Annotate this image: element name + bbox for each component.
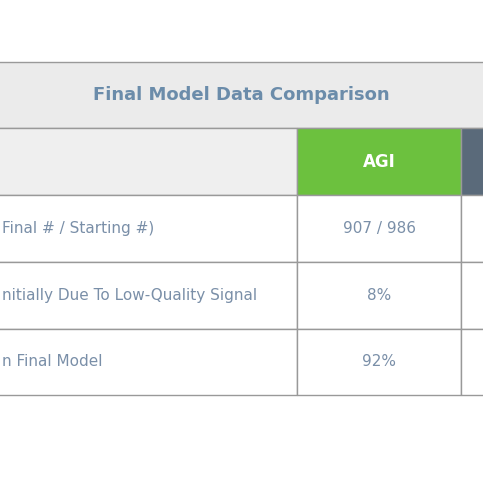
Bar	[461, 262, 483, 329]
Text: n Final Model: n Final Model	[2, 354, 103, 370]
Text: Final # / Starting #): Final # / Starting #)	[2, 221, 155, 236]
Bar	[0, 262, 297, 329]
Bar	[461, 329, 483, 395]
Bar	[297, 195, 461, 262]
Bar	[297, 262, 461, 329]
Bar	[0, 128, 297, 195]
Bar	[461, 128, 483, 195]
Bar	[297, 329, 461, 395]
Bar	[297, 329, 461, 395]
Bar	[0, 262, 297, 329]
Bar	[0, 329, 297, 395]
Text: Final Model Data Comparison: Final Model Data Comparison	[93, 86, 390, 104]
Bar	[297, 128, 461, 195]
Bar	[0, 195, 297, 262]
Bar	[461, 195, 483, 262]
Bar	[297, 262, 461, 329]
Bar	[0, 62, 483, 128]
Bar	[0, 128, 297, 195]
Bar	[297, 195, 461, 262]
Bar	[0, 195, 297, 262]
Text: AGI: AGI	[363, 153, 396, 171]
Bar	[461, 195, 483, 262]
Bar	[461, 262, 483, 329]
Bar	[0, 62, 483, 128]
Text: nitially Due To Low-Quality Signal: nitially Due To Low-Quality Signal	[2, 288, 257, 303]
Text: 8%: 8%	[367, 288, 391, 303]
Bar	[297, 128, 461, 195]
Text: 907 / 986: 907 / 986	[342, 221, 416, 236]
Bar	[0, 329, 297, 395]
Text: 92%: 92%	[362, 354, 396, 370]
Bar	[461, 329, 483, 395]
Bar	[461, 128, 483, 195]
